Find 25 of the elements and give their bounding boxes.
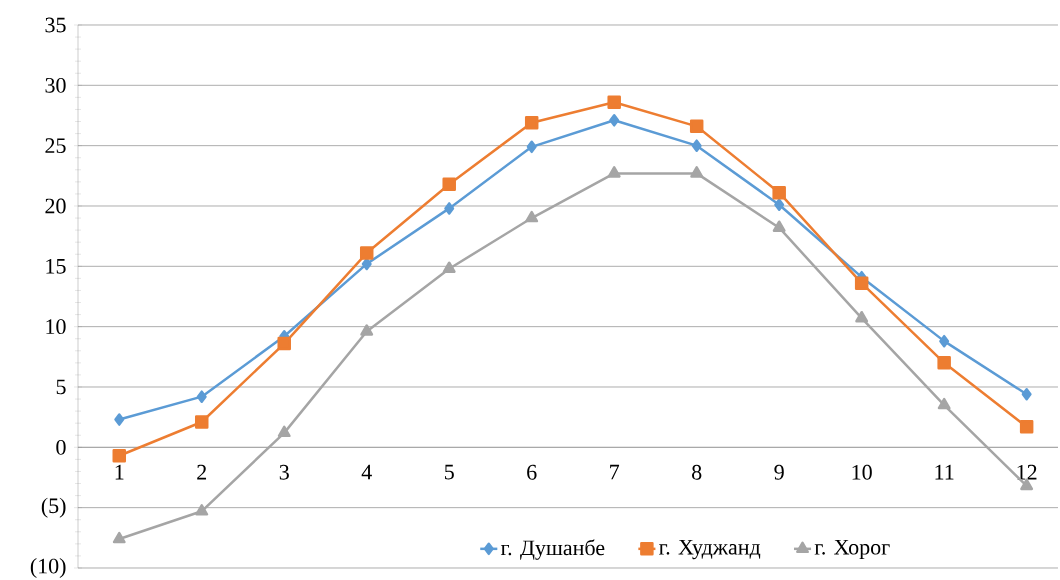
x-tick-label: 2 — [197, 464, 207, 480]
x-tick-label: 8 — [692, 464, 702, 480]
y-tick-label: (5) — [41, 497, 66, 518]
legend-label: г. Худжанд — [659, 539, 761, 560]
y-tick-label: 15 — [46, 258, 66, 274]
y-tick-label: (10) — [30, 558, 66, 578]
legend-label: г. Хорог — [814, 539, 890, 560]
y-tick-label: 25 — [45, 138, 66, 154]
x-tick-label: 5 — [445, 464, 454, 480]
y-tick-label: 5 — [56, 379, 66, 395]
x-tick-label: 10 — [852, 464, 872, 480]
x-tick-label: 11 — [935, 464, 954, 480]
x-tick-label: 1 — [115, 464, 124, 480]
y-tick-label: 20 — [45, 198, 66, 214]
y-tick-label: 10 — [46, 319, 66, 335]
y-tick-label: 35 — [45, 17, 66, 33]
y-tick-label: 30 — [45, 77, 66, 93]
y-tick-label: 0 — [56, 439, 66, 455]
x-tick-label: 3 — [279, 464, 289, 480]
x-tick-label: 6 — [527, 464, 537, 480]
x-tick-label: 7 — [610, 464, 620, 480]
legend-label: г. Душанбе — [500, 539, 605, 560]
x-tick-label: 4 — [361, 464, 372, 480]
x-tick-label: 9 — [774, 464, 784, 480]
x-tick-label: 12 — [1017, 464, 1037, 480]
